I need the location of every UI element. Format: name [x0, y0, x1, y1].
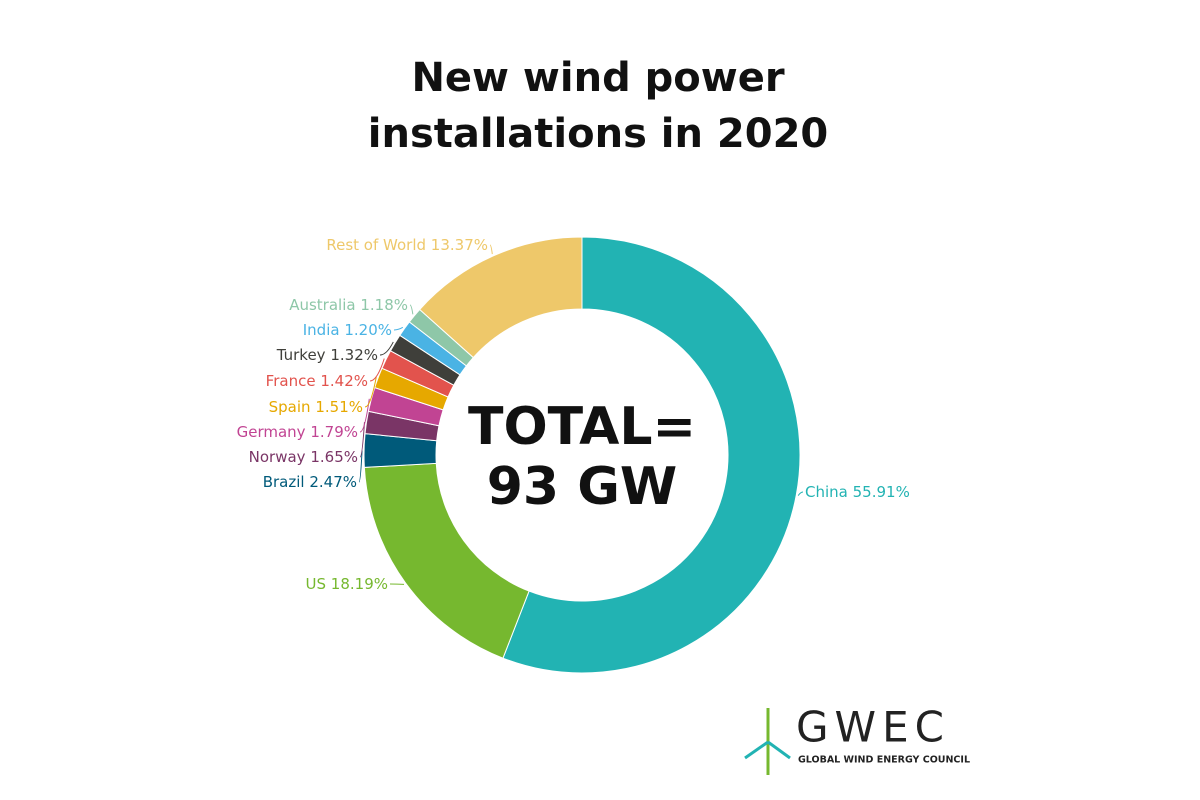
leader-line — [358, 450, 363, 483]
value-label: 1.32% — [330, 346, 378, 364]
slice-label: US 18.19% — [306, 575, 389, 593]
value-label: 18.19% — [331, 575, 388, 593]
value-label: 1.18% — [360, 296, 408, 314]
leader-line — [489, 244, 493, 255]
leader-line — [379, 341, 394, 356]
value-label: 1.65% — [310, 448, 358, 466]
slice-label: India 1.20% — [303, 321, 392, 339]
category-label: Brazil — [263, 473, 305, 491]
value-label: 2.47% — [309, 473, 357, 491]
category-label: Australia — [289, 296, 355, 314]
value-label: 1.42% — [320, 372, 368, 390]
leader-line — [364, 377, 377, 408]
logo: GWEC GLOBAL WIND ENERGY COUNCIL — [744, 703, 970, 775]
logo-tagline: GLOBAL WIND ENERGY COUNCIL — [798, 755, 970, 766]
slice-label: Germany 1.79% — [237, 423, 358, 441]
slice-label: Brazil 2.47% — [263, 473, 357, 491]
category-label: Germany — [237, 423, 306, 441]
category-label: US — [306, 575, 327, 593]
value-label: 1.79% — [310, 423, 358, 441]
slice-label: Rest of World 13.37% — [326, 236, 488, 254]
slice-label: Spain 1.51% — [269, 398, 363, 416]
slice-label: Turkey 1.32% — [276, 346, 378, 364]
category-label: Norway — [249, 448, 306, 466]
value-label: 55.91% — [853, 483, 910, 501]
center-label: 93 GW — [487, 457, 678, 517]
value-label: 13.37% — [431, 236, 488, 254]
slice-label: China 55.91% — [805, 483, 910, 501]
leader-line — [409, 304, 414, 315]
category-label: China — [805, 483, 848, 501]
center-label: TOTAL= — [468, 397, 696, 457]
donut-slice — [418, 236, 583, 359]
category-label: Spain — [269, 398, 311, 416]
leader-line — [393, 326, 404, 331]
value-label: 1.20% — [344, 321, 392, 339]
donut-slice — [502, 236, 801, 674]
logo-icon — [767, 740, 791, 760]
category-label: India — [303, 321, 340, 339]
logo-icon — [744, 740, 769, 760]
category-label: France — [266, 372, 316, 390]
leader-line — [797, 491, 804, 496]
leader-line — [359, 422, 365, 458]
chart-title: installations in 2020 — [368, 111, 829, 157]
slice-label: Australia 1.18% — [289, 296, 408, 314]
leader-line — [369, 358, 385, 382]
category-label: Turkey — [276, 346, 326, 364]
slice-label: Norway 1.65% — [249, 448, 358, 466]
value-label: 1.51% — [315, 398, 363, 416]
logo-name: GWEC — [796, 703, 950, 752]
slice-label: France 1.42% — [266, 372, 368, 390]
category-label: Rest of World — [326, 236, 426, 254]
chart-title: New wind power — [411, 55, 784, 101]
